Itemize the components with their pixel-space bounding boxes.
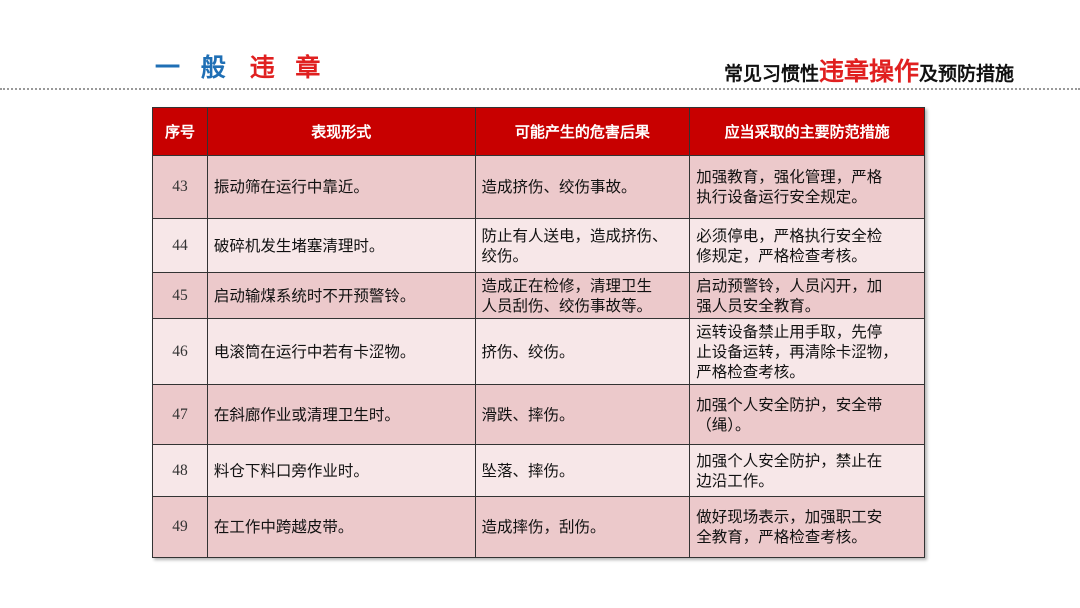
cell-harm: 造成摔伤，刮伤。 bbox=[474, 496, 691, 558]
cell-number: 46 bbox=[152, 318, 208, 385]
cell-form: 电滚筒在运行中若有卡涩物。 bbox=[206, 318, 476, 385]
cell-form: 在斜廊作业或清理卫生时。 bbox=[206, 384, 476, 445]
cell-harm: 造成挤伤、绞伤事故。 bbox=[474, 155, 691, 219]
table-row: 43 振动筛在运行中靠近。 造成挤伤、绞伤事故。 加强教育，强化管理，严格 执行设备运… bbox=[152, 155, 925, 219]
cell-number: 48 bbox=[152, 444, 208, 497]
cell-form: 料仓下料口旁作业时。 bbox=[206, 444, 476, 497]
dotted-divider bbox=[0, 88, 1080, 90]
cell-number: 45 bbox=[152, 272, 208, 319]
table-header-row: 序号 表现形式 可能产生的危害后果 应当采取的主要防范措施 bbox=[152, 107, 925, 156]
cell-harm: 造成正在检修，清理卫生 人员刮伤、绞伤事故等。 bbox=[474, 272, 691, 319]
subtitle-prefix: 常见习惯性 bbox=[723, 63, 819, 85]
cell-number: 44 bbox=[152, 218, 208, 273]
violations-table: 序号 表现形式 可能产生的危害后果 应当采取的主要防范措施 43 振动筛在运行中靠… bbox=[152, 107, 925, 558]
col-header-measure: 应当采取的主要防范措施 bbox=[689, 107, 925, 156]
slide-subtitle: 常见习惯性违章操作及预防措施 bbox=[724, 52, 1014, 88]
section-title-red: 违 章 bbox=[249, 53, 327, 82]
cell-measure: 做好现场表示，加强职工安 全教育，严格检查考核。 bbox=[689, 496, 925, 558]
section-title-blue: 一 般 bbox=[155, 53, 232, 82]
table-row: 44 破碎机发生堵塞清理时。 防止有人送电，造成挤伤、 绞伤。 必须停电，严格执行安全… bbox=[152, 218, 925, 273]
cell-measure: 运转设备禁止用手取，先停 止设备运转，再清除卡涩物， 严格检查考核。 bbox=[689, 318, 925, 385]
cell-form: 在工作中跨越皮带。 bbox=[206, 496, 476, 558]
table-row: 49 在工作中跨越皮带。 造成摔伤，刮伤。 做好现场表示，加强职工安 全教育，严格检查… bbox=[152, 496, 925, 558]
col-header-harm: 可能产生的危害后果 bbox=[474, 107, 691, 156]
cell-harm: 防止有人送电，造成挤伤、 绞伤。 bbox=[474, 218, 691, 273]
table-row: 47 在斜廊作业或清理卫生时。 滑跌、摔伤。 加强个人安全防护，安全带 （绳）。 bbox=[152, 384, 925, 445]
cell-number: 47 bbox=[152, 384, 208, 445]
cell-number: 43 bbox=[152, 155, 208, 219]
col-header-no: 序号 bbox=[152, 107, 208, 156]
cell-number: 49 bbox=[152, 496, 208, 558]
section-title: 一 般违 章 bbox=[155, 48, 326, 84]
cell-measure: 加强个人安全防护，安全带 （绳）。 bbox=[689, 384, 925, 445]
cell-harm: 坠落、摔伤。 bbox=[474, 444, 691, 497]
table-row: 46 电滚筒在运行中若有卡涩物。 挤伤、绞伤。 运转设备禁止用手取，先停 止设备运转，… bbox=[152, 318, 925, 385]
cell-form: 启动输煤系统时不开预警铃。 bbox=[206, 272, 476, 319]
subtitle-suffix: 及预防措施 bbox=[918, 63, 1014, 85]
table-row: 48 料仓下料口旁作业时。 坠落、摔伤。 加强个人安全防护，禁止在 边沿工作。 bbox=[152, 444, 925, 497]
cell-form: 振动筛在运行中靠近。 bbox=[206, 155, 476, 219]
cell-harm: 挤伤、绞伤。 bbox=[474, 318, 691, 385]
col-header-form: 表现形式 bbox=[206, 107, 476, 156]
cell-measure: 加强个人安全防护，禁止在 边沿工作。 bbox=[689, 444, 925, 497]
cell-measure: 必须停电，严格执行安全检 修规定，严格检查考核。 bbox=[689, 218, 925, 273]
cell-harm: 滑跌、摔伤。 bbox=[474, 384, 691, 445]
subtitle-highlight: 违章操作 bbox=[818, 57, 919, 86]
cell-form: 破碎机发生堵塞清理时。 bbox=[206, 218, 476, 273]
cell-measure: 启动预警铃，人员闪开，加 强人员安全教育。 bbox=[689, 272, 925, 319]
table-row: 45 启动输煤系统时不开预警铃。 造成正在检修，清理卫生 人员刮伤、绞伤事故等。 启动… bbox=[152, 272, 925, 319]
cell-measure: 加强教育，强化管理，严格 执行设备运行安全规定。 bbox=[689, 155, 925, 219]
